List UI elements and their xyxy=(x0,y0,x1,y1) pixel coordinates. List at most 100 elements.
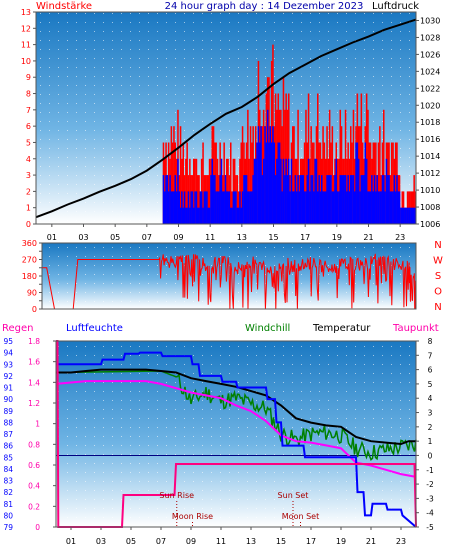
hour-tick-label: 09 xyxy=(173,233,183,242)
pressure-tick-label: 1008 xyxy=(420,203,440,212)
wind-average-bar xyxy=(400,207,402,224)
wind-average-bar xyxy=(309,191,311,224)
wind-average-bar xyxy=(321,175,323,224)
wind-tick-label: 2 xyxy=(26,187,31,196)
legend-regen: Regen xyxy=(2,323,34,334)
wind-average-bar xyxy=(368,191,371,224)
wind-average-bar xyxy=(269,126,272,224)
wind-gust-bar xyxy=(198,175,200,224)
wind-average-bar xyxy=(413,207,415,224)
hour-tick-label: 01 xyxy=(47,233,57,242)
wind-gust-bar xyxy=(292,126,294,224)
wind-tick-label: 9 xyxy=(26,73,31,82)
wind-gust-bar xyxy=(240,142,243,224)
wind-average-bar xyxy=(190,191,192,224)
wind-average-bar xyxy=(361,175,364,224)
wind-average-bar xyxy=(199,191,202,224)
wind-gust-bar xyxy=(288,93,290,224)
hour-tick-label: 19 xyxy=(332,233,342,242)
wind-average-bar xyxy=(397,191,400,224)
wind-tick-label: 7 xyxy=(26,106,31,115)
temperature-tick-label: 0 xyxy=(428,451,433,460)
wind-average-bar xyxy=(197,207,199,224)
humidity-tick-label: 85 xyxy=(3,453,13,462)
temperature-tick-label: -1 xyxy=(426,466,434,475)
wind-gust-bar xyxy=(286,109,289,224)
humidity-tick-label: 84 xyxy=(3,465,13,474)
wind-average-bar xyxy=(239,191,241,224)
wind-average-bar xyxy=(280,158,282,224)
wind-average-bar xyxy=(204,191,207,224)
wind-average-bar xyxy=(314,158,316,224)
wind-average-bar xyxy=(313,191,315,224)
wind-average-bar xyxy=(290,158,293,224)
temperature-tick-label: -4 xyxy=(426,509,434,518)
wind-average-bar xyxy=(183,191,186,224)
rain-tick-label: 0.6 xyxy=(28,461,40,470)
wind-average-bar xyxy=(326,175,328,224)
humidity-tick-label: 91 xyxy=(3,384,13,393)
wind-gust-bar xyxy=(317,93,319,224)
hour-tick-label: 13 xyxy=(237,233,247,242)
wind-average-bar xyxy=(354,191,356,224)
wind-average-bar xyxy=(178,191,181,224)
wind-tick-label: 11 xyxy=(21,41,31,50)
wind-average-bar xyxy=(186,207,188,224)
hour-tick-label: 23 xyxy=(396,537,406,546)
pressure-axis-ticks: 1006 1008 1010 1012 1014 1016 1018 1020 1022 1024… xyxy=(416,16,440,229)
wind-gust-bar xyxy=(392,142,394,224)
hour-tick-label: 07 xyxy=(142,233,152,242)
wind-gust-bar xyxy=(182,142,185,224)
wind-gust-bar xyxy=(171,142,174,224)
wind-average-bar xyxy=(307,158,310,224)
wind-average-bar xyxy=(193,207,195,224)
compass-label: S xyxy=(435,271,441,282)
wind-average-bar xyxy=(305,191,307,224)
wind-average-bar xyxy=(398,191,401,224)
wind-average-bar xyxy=(245,175,248,224)
wind-average-bar xyxy=(173,191,175,224)
wind-average-bar xyxy=(348,191,351,224)
hour-tick-label: 05 xyxy=(110,233,120,242)
wind-average-bar xyxy=(401,207,404,224)
wind-gust-bar xyxy=(375,142,377,224)
wind-average-bar xyxy=(212,175,215,224)
wind-average-bar xyxy=(231,207,233,224)
wind-average-bar xyxy=(396,175,398,224)
pressure-tick-label: 1030 xyxy=(420,16,440,25)
rain-tick-label: 1.4 xyxy=(28,378,40,387)
wind-average-bar xyxy=(182,207,185,224)
wind-gust-bar xyxy=(313,142,315,224)
direction-degree-ticks: 0 90 180 270 360 xyxy=(22,239,42,314)
wind-average-bar xyxy=(165,175,167,224)
wind-average-bar xyxy=(390,191,393,224)
wind-average-bar xyxy=(357,158,360,224)
wind-average-bar xyxy=(249,191,252,224)
hour-tick-label: 21 xyxy=(363,233,373,242)
wind-gust-bar xyxy=(202,142,204,224)
wind-average-bar xyxy=(241,191,244,224)
wind-average-bar xyxy=(331,191,334,224)
hour-tick-label: 15 xyxy=(268,233,278,242)
wind-tick-label: 5 xyxy=(26,138,31,147)
wind-average-bar xyxy=(383,175,385,224)
wind-average-bar xyxy=(166,175,169,224)
wind-average-bar xyxy=(377,191,380,224)
compass-label: N xyxy=(434,240,441,251)
wind-average-bar xyxy=(185,207,187,224)
temperature-tick-label: -5 xyxy=(426,523,434,532)
wind-average-bar xyxy=(375,191,377,224)
wind-average-bar xyxy=(175,191,178,224)
wind-average-bar xyxy=(259,142,261,224)
humidity-tick-label: 83 xyxy=(3,477,13,486)
wind-gust-bar xyxy=(323,142,326,224)
pressure-tick-label: 1010 xyxy=(420,186,440,195)
pressure-line xyxy=(35,18,417,219)
wind-gust-bar xyxy=(208,158,211,224)
wind-gust-bar xyxy=(281,126,283,224)
hour-tick-label: 13 xyxy=(246,537,256,546)
wind-tick-label: 8 xyxy=(26,90,31,99)
